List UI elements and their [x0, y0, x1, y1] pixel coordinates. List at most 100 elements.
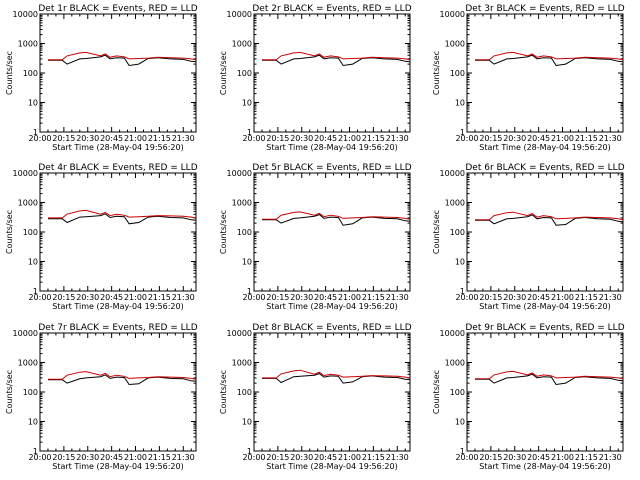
x-tick-label: 21:30	[172, 293, 195, 302]
panel-9: Det 9r BLACK = Events, RED = LLD 1 10 100 10…	[432, 323, 625, 471]
x-tick-label: 21:15	[362, 453, 385, 462]
events-series-line	[48, 374, 197, 386]
events-series-line	[475, 54, 624, 67]
x-tick-label: 20:15	[479, 293, 502, 302]
x-axis-label: Start Time (28-May-04 19:56:20)	[266, 462, 397, 471]
x-tick-label: 21:00	[551, 293, 574, 302]
y-tick-label: 100	[237, 388, 252, 397]
x-tick-label: 20:15	[479, 453, 502, 462]
y-tick-label: 10000	[227, 169, 252, 178]
y-axis-label: Counts/sec	[432, 210, 441, 254]
x-tick-label: 20:30	[290, 293, 313, 302]
x-tick-label: 21:15	[362, 134, 385, 143]
x-tick-label: 20:15	[266, 293, 289, 302]
x-tick-label: 20:45	[100, 453, 123, 462]
x-tick-label: 20:00	[455, 453, 478, 462]
panel-title: Det 6r BLACK = Events, RED = LLD	[465, 163, 624, 173]
lld-series-line	[475, 211, 624, 221]
x-tick-label: 20:15	[52, 293, 75, 302]
x-tick-label: 20:45	[100, 293, 123, 302]
x-tick-label: 20:00	[242, 453, 265, 462]
x-axis-label: Start Time (28-May-04 19:56:20)	[479, 143, 610, 152]
x-tick-label: 20:30	[290, 453, 313, 462]
lld-series-line	[48, 209, 197, 219]
x-tick-label: 20:45	[314, 134, 337, 143]
plot-frame	[253, 172, 411, 292]
panel-6: Det 6r BLACK = Events, RED = LLD 1 10 100 10…	[432, 163, 625, 311]
y-tick-label: 10000	[440, 169, 465, 178]
x-tick-label: 21:00	[551, 134, 574, 143]
y-tick-label: 10	[455, 418, 465, 427]
x-tick-label: 21:15	[148, 453, 171, 462]
x-tick-label: 20:15	[266, 453, 289, 462]
plot-frame	[39, 172, 197, 292]
y-tick-label: 100	[450, 69, 465, 78]
lld-series-line	[48, 51, 197, 61]
y-tick-label: 1	[247, 287, 252, 296]
x-tick-label: 21:15	[575, 134, 598, 143]
x-tick-label: 20:45	[527, 134, 550, 143]
y-axis-label: Counts/sec	[432, 370, 441, 414]
x-tick-label: 21:00	[551, 453, 574, 462]
y-tick-label: 1	[247, 128, 252, 137]
x-tick-label: 20:15	[52, 134, 75, 143]
y-tick-label: 100	[237, 228, 252, 237]
x-tick-label: 21:00	[338, 453, 361, 462]
y-axis-label: Counts/sec	[219, 51, 228, 95]
y-tick-label: 100	[237, 69, 252, 78]
plot-frame	[39, 13, 197, 133]
lld-series-line	[475, 51, 624, 61]
x-axis-label: Start Time (28-May-04 19:56:20)	[266, 143, 397, 152]
panel-2: Det 2r BLACK = Events, RED = LLD 1 10 100 10…	[219, 4, 412, 152]
x-tick-label: 20:00	[28, 293, 51, 302]
x-tick-label: 20:00	[455, 134, 478, 143]
y-tick-label: 10000	[13, 329, 38, 338]
x-tick-label: 21:30	[599, 293, 622, 302]
x-tick-label: 21:30	[386, 293, 409, 302]
x-tick-label: 20:30	[76, 293, 99, 302]
y-tick-label: 10	[242, 258, 252, 267]
x-tick-label: 20:00	[242, 134, 265, 143]
x-tick-label: 20:30	[503, 134, 526, 143]
panel-4: Det 4r BLACK = Events, RED = LLD 1 10 100 10…	[5, 163, 198, 311]
y-tick-label: 100	[23, 228, 38, 237]
y-tick-label: 100	[450, 388, 465, 397]
panel-3: Det 3r BLACK = Events, RED = LLD 1 10 100 10…	[432, 4, 625, 152]
y-axis-label: Counts/sec	[5, 370, 14, 414]
panel-8: Det 8r BLACK = Events, RED = LLD 1 10 100 10…	[219, 323, 412, 471]
x-tick-label: 20:15	[479, 134, 502, 143]
y-tick-label: 100	[450, 228, 465, 237]
x-axis-label: Start Time (28-May-04 19:56:20)	[52, 462, 183, 471]
y-tick-label: 10000	[440, 329, 465, 338]
x-tick-label: 20:45	[100, 134, 123, 143]
plot-frame	[466, 172, 624, 292]
y-tick-label: 10	[28, 99, 38, 108]
x-tick-label: 20:15	[52, 453, 75, 462]
plot-frame	[39, 332, 197, 452]
y-tick-label: 10	[455, 99, 465, 108]
panel-title: Det 5r BLACK = Events, RED = LLD	[252, 163, 411, 173]
x-tick-label: 21:30	[172, 453, 195, 462]
y-tick-label: 1000	[445, 359, 465, 368]
y-tick-label: 1	[460, 447, 465, 456]
events-series-line	[262, 54, 411, 67]
y-tick-label: 1	[460, 128, 465, 137]
x-axis-label: Start Time (28-May-04 19:56:20)	[479, 302, 610, 311]
panel-title: Det 3r BLACK = Events, RED = LLD	[465, 4, 624, 14]
x-tick-label: 21:30	[386, 453, 409, 462]
plot-frame	[253, 332, 411, 452]
y-tick-label: 10000	[13, 169, 38, 178]
x-tick-label: 21:00	[124, 453, 147, 462]
panel-1: Det 1r BLACK = Events, RED = LLD 1 10 100 10…	[5, 4, 198, 152]
lld-series-line	[48, 371, 197, 380]
y-tick-label: 10	[28, 418, 38, 427]
x-tick-label: 20:45	[314, 293, 337, 302]
x-tick-label: 20:45	[314, 453, 337, 462]
y-tick-label: 10	[242, 418, 252, 427]
plot-frame	[466, 332, 624, 452]
x-tick-label: 20:30	[503, 293, 526, 302]
panel-5: Det 5r BLACK = Events, RED = LLD 1 10 100 10…	[219, 163, 412, 311]
x-tick-label: 21:30	[599, 453, 622, 462]
y-tick-label: 1000	[232, 40, 252, 49]
y-tick-label: 10	[28, 258, 38, 267]
